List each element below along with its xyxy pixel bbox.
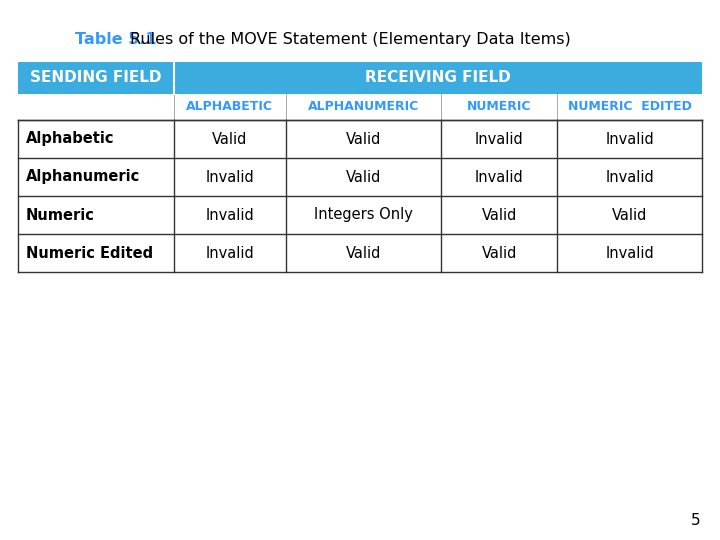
Text: RECEIVING FIELD: RECEIVING FIELD: [365, 71, 510, 85]
Text: NUMERIC: NUMERIC: [467, 100, 531, 113]
Text: ALPHANUMERIC: ALPHANUMERIC: [308, 100, 419, 113]
Text: Valid: Valid: [612, 207, 647, 222]
Text: Invalid: Invalid: [205, 207, 254, 222]
Text: Valid: Valid: [346, 246, 382, 260]
Text: Numeric Edited: Numeric Edited: [26, 246, 153, 260]
Text: Valid: Valid: [482, 246, 517, 260]
Text: NUMERIC  EDITED: NUMERIC EDITED: [567, 100, 691, 113]
Text: Invalid: Invalid: [606, 170, 654, 185]
Bar: [174, 62, 702, 94]
Text: 5: 5: [690, 513, 700, 528]
Text: Table 5.1: Table 5.1: [75, 32, 157, 47]
Text: Invalid: Invalid: [205, 246, 254, 260]
Bar: [18, 62, 174, 94]
Text: Rules of the MOVE Statement (Elementary Data Items): Rules of the MOVE Statement (Elementary …: [130, 32, 571, 47]
Bar: [18, 196, 702, 234]
Text: Valid: Valid: [346, 170, 382, 185]
Text: Valid: Valid: [346, 132, 382, 146]
Text: Integers Only: Integers Only: [314, 207, 413, 222]
Text: ALPHABETIC: ALPHABETIC: [186, 100, 273, 113]
Text: Invalid: Invalid: [475, 170, 523, 185]
Text: Alphabetic: Alphabetic: [26, 132, 114, 146]
Bar: [18, 94, 702, 120]
Text: Alphanumeric: Alphanumeric: [26, 170, 140, 185]
Text: Invalid: Invalid: [606, 246, 654, 260]
Bar: [18, 120, 702, 158]
Text: SENDING FIELD: SENDING FIELD: [30, 71, 161, 85]
Text: Invalid: Invalid: [475, 132, 523, 146]
Bar: [18, 234, 702, 272]
Text: Valid: Valid: [212, 132, 248, 146]
Bar: [18, 158, 702, 196]
Text: Numeric: Numeric: [26, 207, 95, 222]
Text: Invalid: Invalid: [606, 132, 654, 146]
Text: Invalid: Invalid: [205, 170, 254, 185]
Text: Valid: Valid: [482, 207, 517, 222]
